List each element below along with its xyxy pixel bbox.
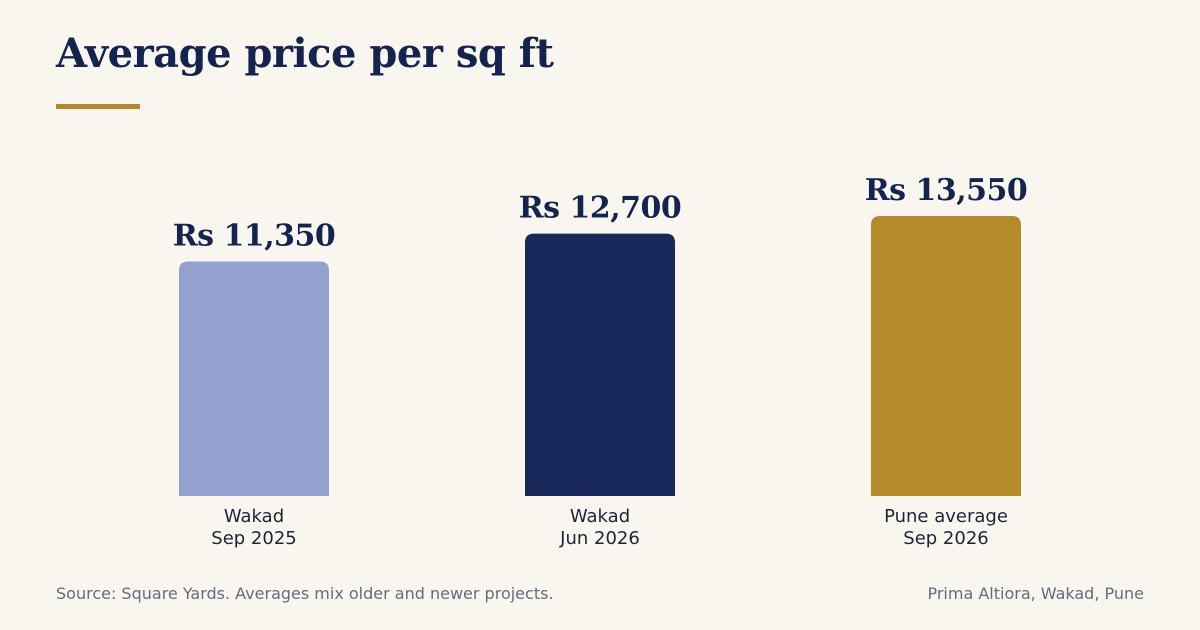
value-label-2: Rs 12,700 bbox=[519, 191, 682, 226]
bar-2 bbox=[525, 233, 675, 496]
bar-3 bbox=[871, 216, 1021, 496]
category-label-2-line-1: Wakad bbox=[570, 506, 630, 527]
value-label-1: Rs 11,350 bbox=[173, 218, 336, 253]
category-label-3-line-1: Pune average bbox=[884, 506, 1008, 527]
project-label: Prima Altiora, Wakad, Pune bbox=[927, 584, 1144, 603]
bar-1 bbox=[179, 261, 329, 496]
footer: Source: Square Yards. Averages mix older… bbox=[56, 584, 1144, 603]
title-accent-rule bbox=[56, 104, 140, 109]
chart-title: Average price per sq ft bbox=[56, 30, 554, 77]
value-label-3: Rs 13,550 bbox=[865, 173, 1028, 208]
category-label-1-line-1: Wakad bbox=[224, 506, 284, 527]
category-label-3-line-2: Sep 2026 bbox=[903, 528, 988, 549]
category-label-1-line-2: Sep 2025 bbox=[211, 528, 296, 549]
source-note: Source: Square Yards. Averages mix older… bbox=[56, 584, 554, 603]
category-label-2-line-2: Jun 2026 bbox=[559, 528, 640, 549]
